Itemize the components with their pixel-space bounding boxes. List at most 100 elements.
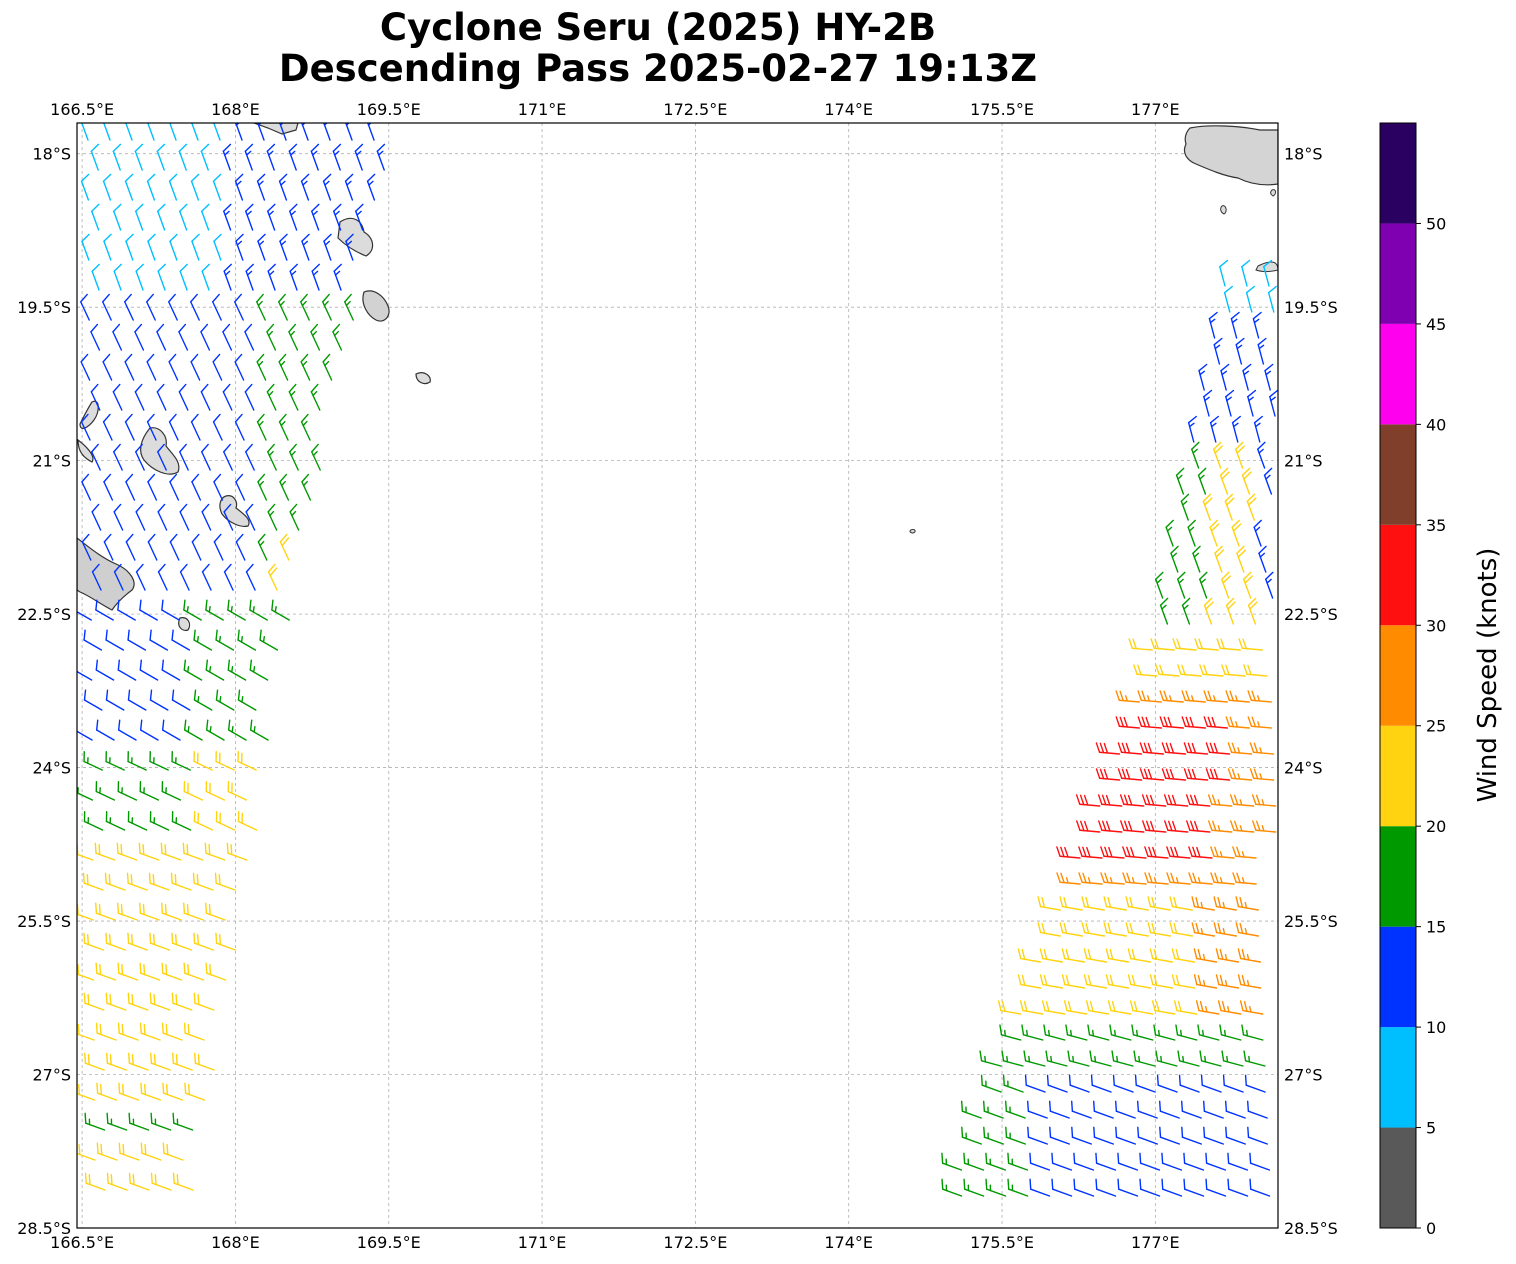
wind-barb [124, 293, 134, 321]
wind-barb [128, 1112, 150, 1131]
wind-barb [157, 203, 166, 231]
wind-barb [135, 563, 146, 591]
wind-barb [1244, 1074, 1266, 1093]
wind-barb [81, 533, 92, 561]
wind-barb [227, 781, 248, 801]
wind-barb [1051, 1178, 1073, 1197]
wind-barb [278, 413, 289, 441]
wind-barb [1221, 664, 1246, 677]
wind-barb [1205, 1178, 1227, 1197]
wind-barb [200, 323, 211, 351]
wind-barb [213, 533, 224, 561]
wind-barb [1191, 896, 1215, 911]
wind-barb [215, 689, 235, 711]
wind-barb [1199, 1050, 1222, 1067]
wind-barb [135, 263, 144, 291]
wind-barb [1199, 571, 1208, 599]
wind-barb [1183, 742, 1209, 755]
lon-tick-label-bottom: 166.5°E [50, 1233, 114, 1252]
wind-barb [1095, 1152, 1117, 1171]
wind-barb [213, 473, 224, 501]
wind-barb [183, 781, 204, 801]
wind-barb [300, 123, 309, 141]
wind-barb [1236, 545, 1247, 573]
lon-tick-label-top: 166.5°E [50, 100, 114, 119]
wind-barb [244, 383, 255, 411]
wind-barb [1235, 922, 1260, 937]
wind-barb [1249, 742, 1275, 755]
wind-barb [178, 323, 189, 351]
wind-barb [1249, 768, 1275, 781]
wind-barb [1039, 948, 1064, 963]
wind-barb [1155, 1050, 1178, 1067]
wind-barb [223, 443, 233, 471]
wind-barb [1147, 896, 1171, 911]
wind-barb [1243, 664, 1268, 677]
wind-barb [193, 811, 214, 831]
wind-barb [288, 383, 299, 411]
wind-barb [1243, 1050, 1266, 1067]
wind-barb [1001, 1050, 1024, 1067]
wind-barb [1023, 1050, 1046, 1067]
wind-barb [1071, 1126, 1092, 1145]
wind-barb [1158, 1100, 1180, 1119]
wind-barb [1200, 1074, 1222, 1093]
wind-barb [147, 233, 156, 261]
wind-barb [237, 629, 257, 651]
wind-barb [91, 443, 101, 471]
wind-barb [278, 173, 288, 201]
wind-barb [81, 233, 90, 261]
wind-barb [963, 1178, 985, 1197]
wind-barb [77, 844, 94, 861]
wind-barb [1114, 1100, 1136, 1119]
wind-barb [147, 473, 158, 501]
wind-barb [963, 1152, 985, 1171]
wind-barb [138, 842, 160, 861]
wind-barb [1095, 1178, 1117, 1197]
wind-barb [985, 1178, 1007, 1197]
wind-barb [170, 872, 192, 891]
wind-barb [1051, 1152, 1073, 1171]
wind-barb [1175, 467, 1185, 495]
wind-barb [1125, 922, 1150, 937]
wind-barb [118, 1142, 140, 1161]
wind-barb [191, 473, 202, 501]
map-frame [76, 122, 1279, 1229]
wind-barb [150, 1112, 172, 1131]
wind-barb [1191, 441, 1200, 469]
wind-barb [256, 413, 267, 441]
wind-barb [105, 811, 126, 831]
wind-barb [222, 143, 232, 171]
wind-barb [223, 563, 234, 591]
wind-barb [1237, 948, 1262, 963]
wind-barb [1127, 948, 1152, 963]
lat-tick-label-left: 24°S [32, 759, 71, 778]
wind-barb [205, 902, 226, 921]
wind-barb [1131, 1024, 1154, 1041]
wind-barb [200, 143, 210, 171]
wind-barb [288, 323, 299, 351]
wind-barb [244, 143, 254, 171]
island-efate [140, 427, 180, 475]
wind-barb [1149, 948, 1174, 963]
wind-barb [1263, 259, 1273, 287]
wind-barb [1257, 441, 1266, 469]
wind-barb [83, 932, 105, 951]
wind-barb [135, 203, 144, 231]
wind-barb [135, 503, 146, 531]
wind-barb [1247, 597, 1258, 625]
wind-barb [1216, 638, 1241, 651]
wind-barb [1188, 846, 1213, 859]
wind-barb [1065, 1024, 1088, 1041]
wind-barb [354, 143, 364, 171]
wind-barb [1159, 716, 1185, 729]
wind-barb [279, 473, 290, 501]
wind-barb [146, 173, 156, 201]
lat-tick-label-right: 24°S [1284, 759, 1323, 778]
wind-barb [1139, 1178, 1161, 1197]
colorbar-bin [1380, 323, 1416, 425]
wind-barbs [77, 123, 1278, 1197]
wind-barb [1213, 896, 1237, 911]
lon-tick-label-bottom: 171°E [518, 1233, 567, 1252]
wind-barb [134, 323, 145, 351]
